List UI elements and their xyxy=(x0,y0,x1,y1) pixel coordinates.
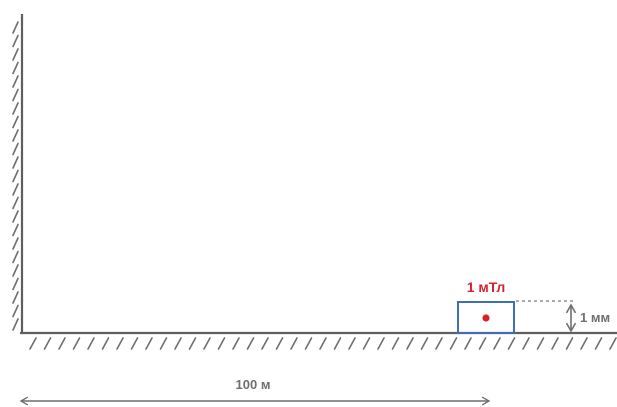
floor-hatch-stroke xyxy=(145,337,153,350)
floor-hatch-stroke xyxy=(464,337,472,350)
floor-hatch-stroke xyxy=(159,337,168,350)
wall-hatch-stroke xyxy=(12,318,19,331)
floor-hatch-stroke xyxy=(87,337,95,350)
floor-hatch-stroke xyxy=(594,337,603,350)
floor-hatch-stroke xyxy=(174,337,182,350)
wall-hatch-stroke xyxy=(12,142,19,156)
wall-hatch-stroke xyxy=(12,237,19,250)
floor-hatch-stroke xyxy=(290,337,298,350)
floor-hatch-stroke xyxy=(43,337,52,350)
floor-hatch-stroke xyxy=(188,337,197,350)
wall-hatch-stroke xyxy=(12,210,19,223)
floor-hatch-stroke xyxy=(478,337,487,350)
floor xyxy=(20,331,617,350)
floor-hatching xyxy=(29,337,617,350)
wall-hatch-stroke xyxy=(12,304,19,318)
floor-hatch-stroke xyxy=(130,337,139,350)
wall-hatch-stroke xyxy=(12,196,19,210)
floor-hatch-stroke xyxy=(348,337,356,350)
floor-hatch-stroke xyxy=(304,337,313,350)
floor-hatch-stroke xyxy=(391,337,400,350)
distance-label: 100 м xyxy=(236,377,271,392)
floor-hatch-stroke xyxy=(232,337,240,350)
wall-hatch-stroke xyxy=(12,115,19,129)
wall-hatch-stroke xyxy=(12,169,19,183)
floor-hatch-stroke xyxy=(609,337,617,350)
floor-hatch-stroke xyxy=(275,337,284,350)
measurement-point xyxy=(482,314,490,322)
wall-hatch-stroke xyxy=(12,61,19,75)
floor-hatch-stroke xyxy=(58,337,66,350)
floor-hatch-stroke xyxy=(261,337,269,350)
wall-hatch-stroke xyxy=(12,223,19,237)
wall-hatch-stroke xyxy=(12,75,19,88)
floor-hatch-stroke xyxy=(580,337,588,350)
floor-hatch-stroke xyxy=(101,337,110,350)
floor-hatch-stroke xyxy=(333,337,342,350)
floor-hatch-stroke xyxy=(362,337,371,350)
wall-hatch-stroke xyxy=(12,183,19,196)
wall-hatch-stroke xyxy=(12,264,19,277)
floor-hatch-stroke xyxy=(203,337,211,350)
floor-hatch-stroke xyxy=(435,337,443,350)
wall-hatch-stroke xyxy=(12,250,19,264)
wall-hatch-stroke xyxy=(12,48,19,61)
floor-hatch-stroke xyxy=(522,337,530,350)
floor-hatch-stroke xyxy=(116,337,124,350)
floor-hatch-stroke xyxy=(551,337,559,350)
floor-hatch-stroke xyxy=(507,337,516,350)
field-label: 1 мТл xyxy=(467,279,506,295)
wall-hatch-stroke xyxy=(12,21,19,34)
floor-hatch-stroke xyxy=(72,337,81,350)
measurement-box xyxy=(457,301,515,334)
floor-hatch-stroke xyxy=(420,337,429,350)
wall-hatch-stroke xyxy=(12,88,19,102)
floor-hatch-stroke xyxy=(565,337,574,350)
floor-hatch-stroke xyxy=(406,337,414,350)
wall xyxy=(12,14,24,333)
wall-hatch-stroke xyxy=(12,129,19,142)
wall-hatch-stroke xyxy=(12,291,19,304)
floor-hatch-stroke xyxy=(377,337,385,350)
floor-hatch-stroke xyxy=(217,337,226,350)
floor-hatch-stroke xyxy=(536,337,545,350)
height-label: 1 мм xyxy=(580,310,610,325)
wall-hatch-stroke xyxy=(12,156,19,169)
wall-hatch-stroke xyxy=(12,277,19,291)
floor-hatch-stroke xyxy=(29,337,37,350)
wall-hatching xyxy=(12,21,19,331)
wall-hatch-stroke xyxy=(12,102,19,115)
wall-hatch-stroke xyxy=(12,34,19,48)
floor-hatch-stroke xyxy=(246,337,255,350)
floor-hatch-stroke xyxy=(319,337,327,350)
floor-hatch-stroke xyxy=(493,337,501,350)
floor-hatch-stroke xyxy=(449,337,458,350)
